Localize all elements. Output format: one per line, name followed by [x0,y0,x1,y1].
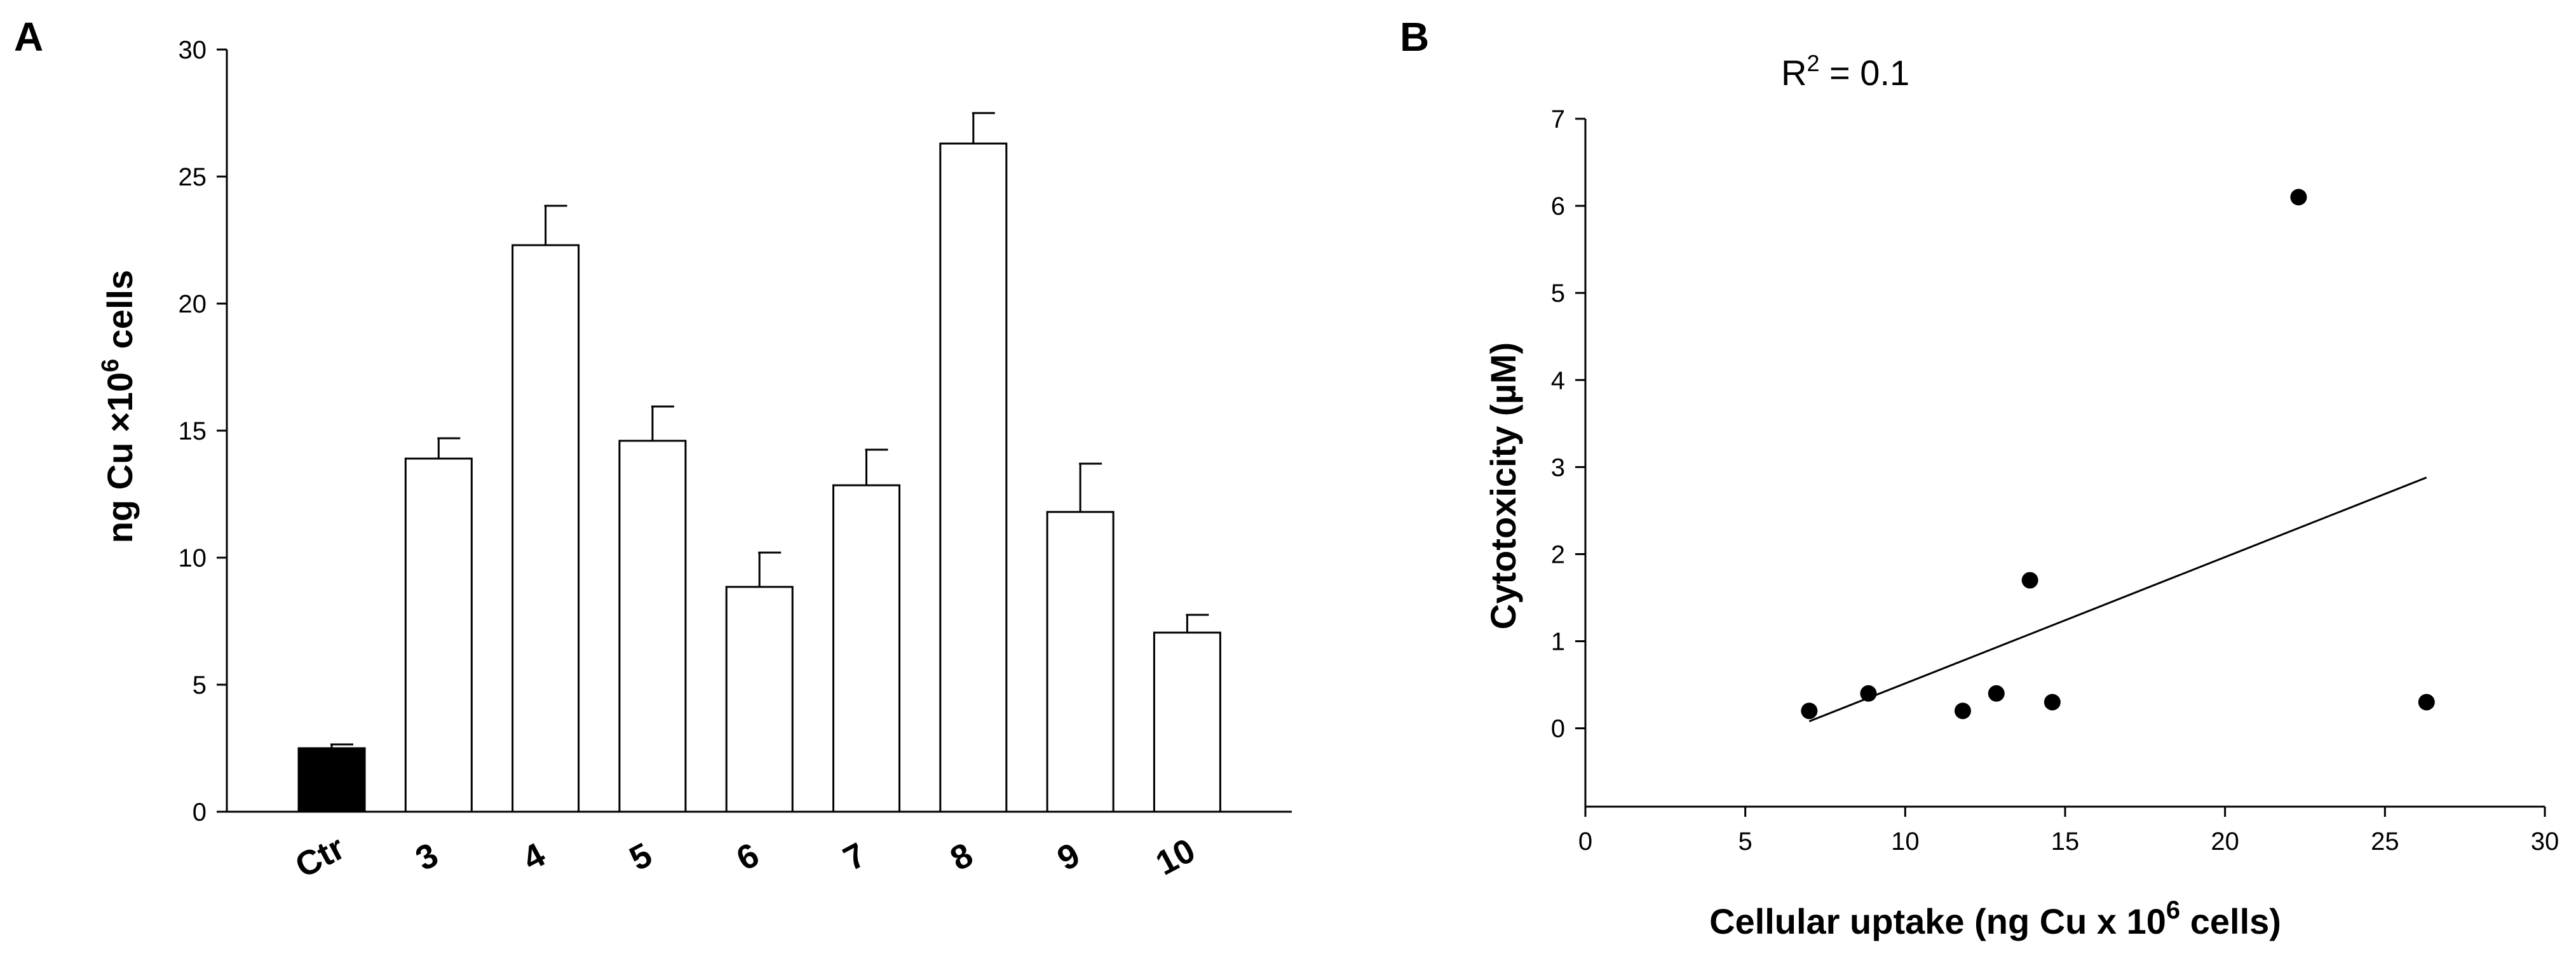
panel-a-y-tick-label: 25 [179,163,207,191]
data-point [2021,572,2038,589]
bar-10 [1153,631,1221,813]
panel-b-fit-line [1808,476,2427,723]
panel-b-y-axis-title: Cytotoxicity (µM) [1483,342,1523,629]
data-point [2044,694,2061,711]
r-squared-annotation: R2 = 0.1 [1781,50,1909,93]
panel-b-y-ticks: 0 1 2 3 4 5 6 7 [1551,105,1585,743]
x-tick-label-7: 7 [837,836,872,878]
panel-a-y-tick-label: 30 [179,36,207,64]
x-tick-label-6: 6 [730,836,765,878]
x-tick-label-Ctr: Ctr [289,828,351,885]
bar-9 [1046,511,1115,813]
panel-b-x-tick-label: 5 [1739,828,1752,856]
x-tick-label-9: 9 [1051,836,1086,878]
bar-3 [404,457,473,813]
x-tick-label-5: 5 [623,836,658,878]
panel-b-y-tick-label: 0 [1551,715,1565,743]
panel-b-y-tick-label: 2 [1551,541,1565,568]
panel-b-y-tick-label: 3 [1551,454,1565,481]
panel-a-x-tick-labels: Ctr 3 4 5 6 7 8 9 10 [289,828,1202,885]
bar-5 [618,440,687,813]
panel-b-x-tick-label: 15 [2051,828,2080,856]
panel-b-x-ticks: 0 5 10 15 20 25 30 [1578,807,2559,856]
panel-b-y-tick-label: 7 [1551,105,1565,133]
data-point [1988,685,2005,702]
data-point [2290,189,2307,206]
x-tick-label-3: 3 [410,836,445,878]
panel-a-y-tick-label: 5 [193,671,207,699]
panel-a-y-axis-title: ng Cu ×106 cells [97,270,140,543]
panel-b-x-tick-label: 20 [2211,828,2239,856]
panel-a-bars [297,112,1221,813]
x-tick-label-8: 8 [944,836,979,878]
panel-b-x-tick-label: 10 [1891,828,1920,856]
panel-a-y-ticks: 0 5 10 15 20 25 30 [179,36,227,826]
bar-4 [512,244,580,813]
x-tick-label-10: 10 [1149,831,1201,883]
regression-line [1808,476,2427,723]
panel-b-x-tick-label: 25 [2371,828,2399,856]
panel-b-y-tick-label: 5 [1551,279,1565,307]
panel-a: A ng Cu ×106 cells 0 5 10 15 20 25 30 Ctr 3 4 5 6 7… [14,14,1292,885]
panel-b: B R2 = 0.1 Cytotoxicity (µM) Cellular up… [1400,14,2559,941]
panel-b-x-tick-label: 0 [1578,828,1592,856]
panel-b-y-tick-label: 1 [1551,628,1565,656]
bar-Ctr [297,747,366,813]
panel-a-letter: A [14,14,43,60]
bar-7 [832,484,900,813]
x-tick-label-4: 4 [517,836,552,878]
panel-a-y-tick-label: 15 [179,417,207,445]
data-point [1860,685,1877,702]
panel-b-points [1801,189,2435,720]
data-point [1954,702,1971,720]
panel-b-x-tick-label: 30 [2531,828,2559,856]
panel-a-y-tick-label: 10 [179,544,207,572]
panel-b-x-axis-title: Cellular uptake (ng Cu x 106 cells) [1709,896,2281,941]
panel-b-y-tick-label: 6 [1551,192,1565,220]
data-point [1801,702,1818,720]
bar-8 [939,142,1008,813]
panel-b-letter: B [1400,14,1429,60]
data-point [2418,694,2435,711]
panel-a-y-tick-label: 0 [193,798,207,826]
panel-a-y-tick-label: 20 [179,290,207,318]
bar-6 [725,586,794,813]
panel-b-y-tick-label: 4 [1551,366,1565,394]
